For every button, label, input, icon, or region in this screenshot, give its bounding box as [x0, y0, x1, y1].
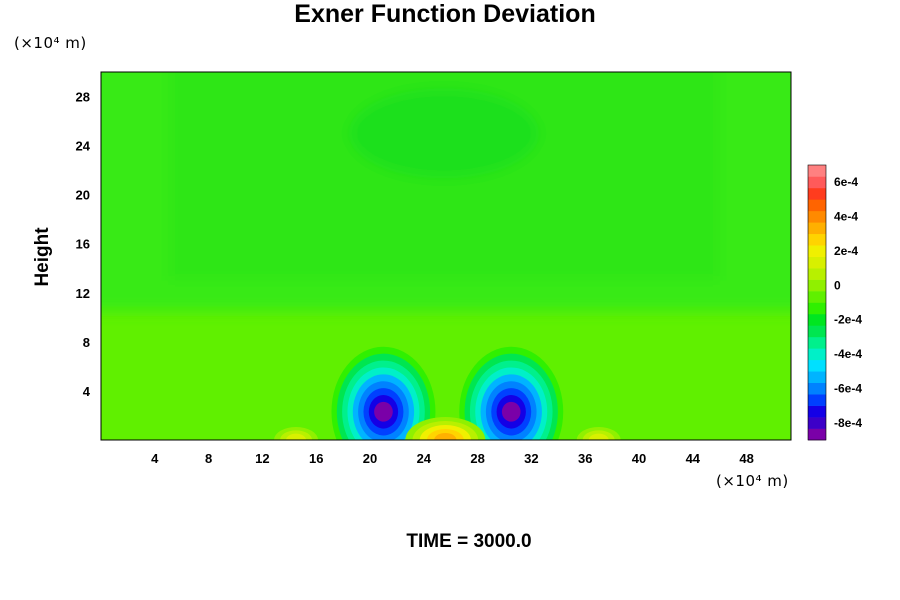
contour-level: [286, 433, 307, 440]
colorbar-swatch: [808, 210, 826, 223]
colorbar-tick-label: 0: [834, 278, 841, 292]
y-tick-label: 12: [76, 286, 90, 301]
x-tick-label: 40: [632, 451, 646, 466]
colorbar-swatch: [808, 291, 826, 303]
x-tick-label: 32: [524, 451, 538, 466]
x-tick-label: 16: [309, 451, 323, 466]
contour-level: [588, 433, 609, 440]
x-tick-label: 48: [739, 451, 753, 466]
colorbar-swatch: [808, 336, 826, 349]
y-tick-label: 4: [83, 384, 91, 399]
x-tick-label: 4: [151, 451, 159, 466]
colorbar-swatch: [808, 222, 826, 235]
colorbar-swatch: [808, 256, 826, 269]
maximum-feature-3: [274, 427, 319, 440]
colorbar-swatch: [808, 165, 826, 177]
y-axis-unit: (×10⁴ m): [14, 34, 87, 52]
colorbar-swatch: [808, 279, 826, 292]
upper-field: [101, 72, 791, 312]
colorbar-swatch: [808, 348, 826, 361]
y-tick-label: 20: [76, 188, 90, 203]
colorbar-swatch: [808, 394, 826, 406]
maximum-feature-4: [576, 427, 621, 440]
x-tick-label: 24: [417, 451, 432, 466]
colorbar-swatch: [808, 417, 826, 429]
y-tick-label: 24: [76, 139, 91, 154]
contour-level: [374, 401, 393, 422]
colorbar-tick-label: -4e-4: [834, 347, 862, 361]
colorbar-frame: [807, 164, 827, 441]
x-tick-label: 28: [470, 451, 484, 466]
time-footer: TIME = 3000.0: [406, 531, 532, 552]
colorbar-tick-label: -6e-4: [834, 381, 862, 395]
minimum-feature-0: [331, 346, 436, 440]
colorbar-tick-label: -2e-4: [834, 313, 862, 327]
x-tick-label: 8: [205, 451, 212, 466]
y-tick-label: 28: [76, 90, 90, 105]
colorbar-swatch: [808, 359, 826, 372]
colorbar-swatch: [808, 245, 826, 257]
colorbar-swatch: [808, 428, 826, 441]
contour-level: [434, 433, 457, 440]
colorbar-swatch: [808, 268, 826, 280]
x-tick-label: 36: [578, 451, 592, 466]
colorbar-tick-label: -8e-4: [834, 416, 862, 430]
contour-level: [501, 401, 521, 422]
colorbar-tick-label: 4e-4: [834, 210, 858, 224]
colorbar-swatch: [808, 176, 826, 189]
colorbar-tick-label: 2e-4: [834, 244, 858, 258]
y-tick-label: 8: [83, 335, 90, 350]
colorbar-swatch: [808, 302, 826, 315]
x-axis-unit: (×10⁴ m): [716, 472, 789, 490]
colorbar-swatch: [808, 371, 826, 384]
colorbar-swatch: [808, 382, 826, 395]
chart-title: Exner Function Deviation: [294, 0, 596, 28]
colorbar-swatch: [808, 325, 826, 338]
plot-frame: [100, 71, 792, 441]
colorbar-swatch: [808, 405, 826, 418]
colorbar-swatch: [808, 313, 826, 326]
upper-field-patch: [348, 88, 539, 179]
x-tick-label: 12: [255, 451, 269, 466]
colorbar-swatch: [808, 187, 826, 200]
colorbar-swatch: [808, 199, 826, 212]
y-tick-label: 16: [76, 237, 90, 252]
x-tick-label: 44: [686, 451, 701, 466]
colorbar-swatch: [808, 233, 826, 246]
minimum-feature-1: [459, 346, 564, 440]
x-tick-label: 20: [363, 451, 377, 466]
colorbar-tick-label: 6e-4: [834, 175, 858, 189]
maximum-feature-2: [405, 417, 486, 440]
